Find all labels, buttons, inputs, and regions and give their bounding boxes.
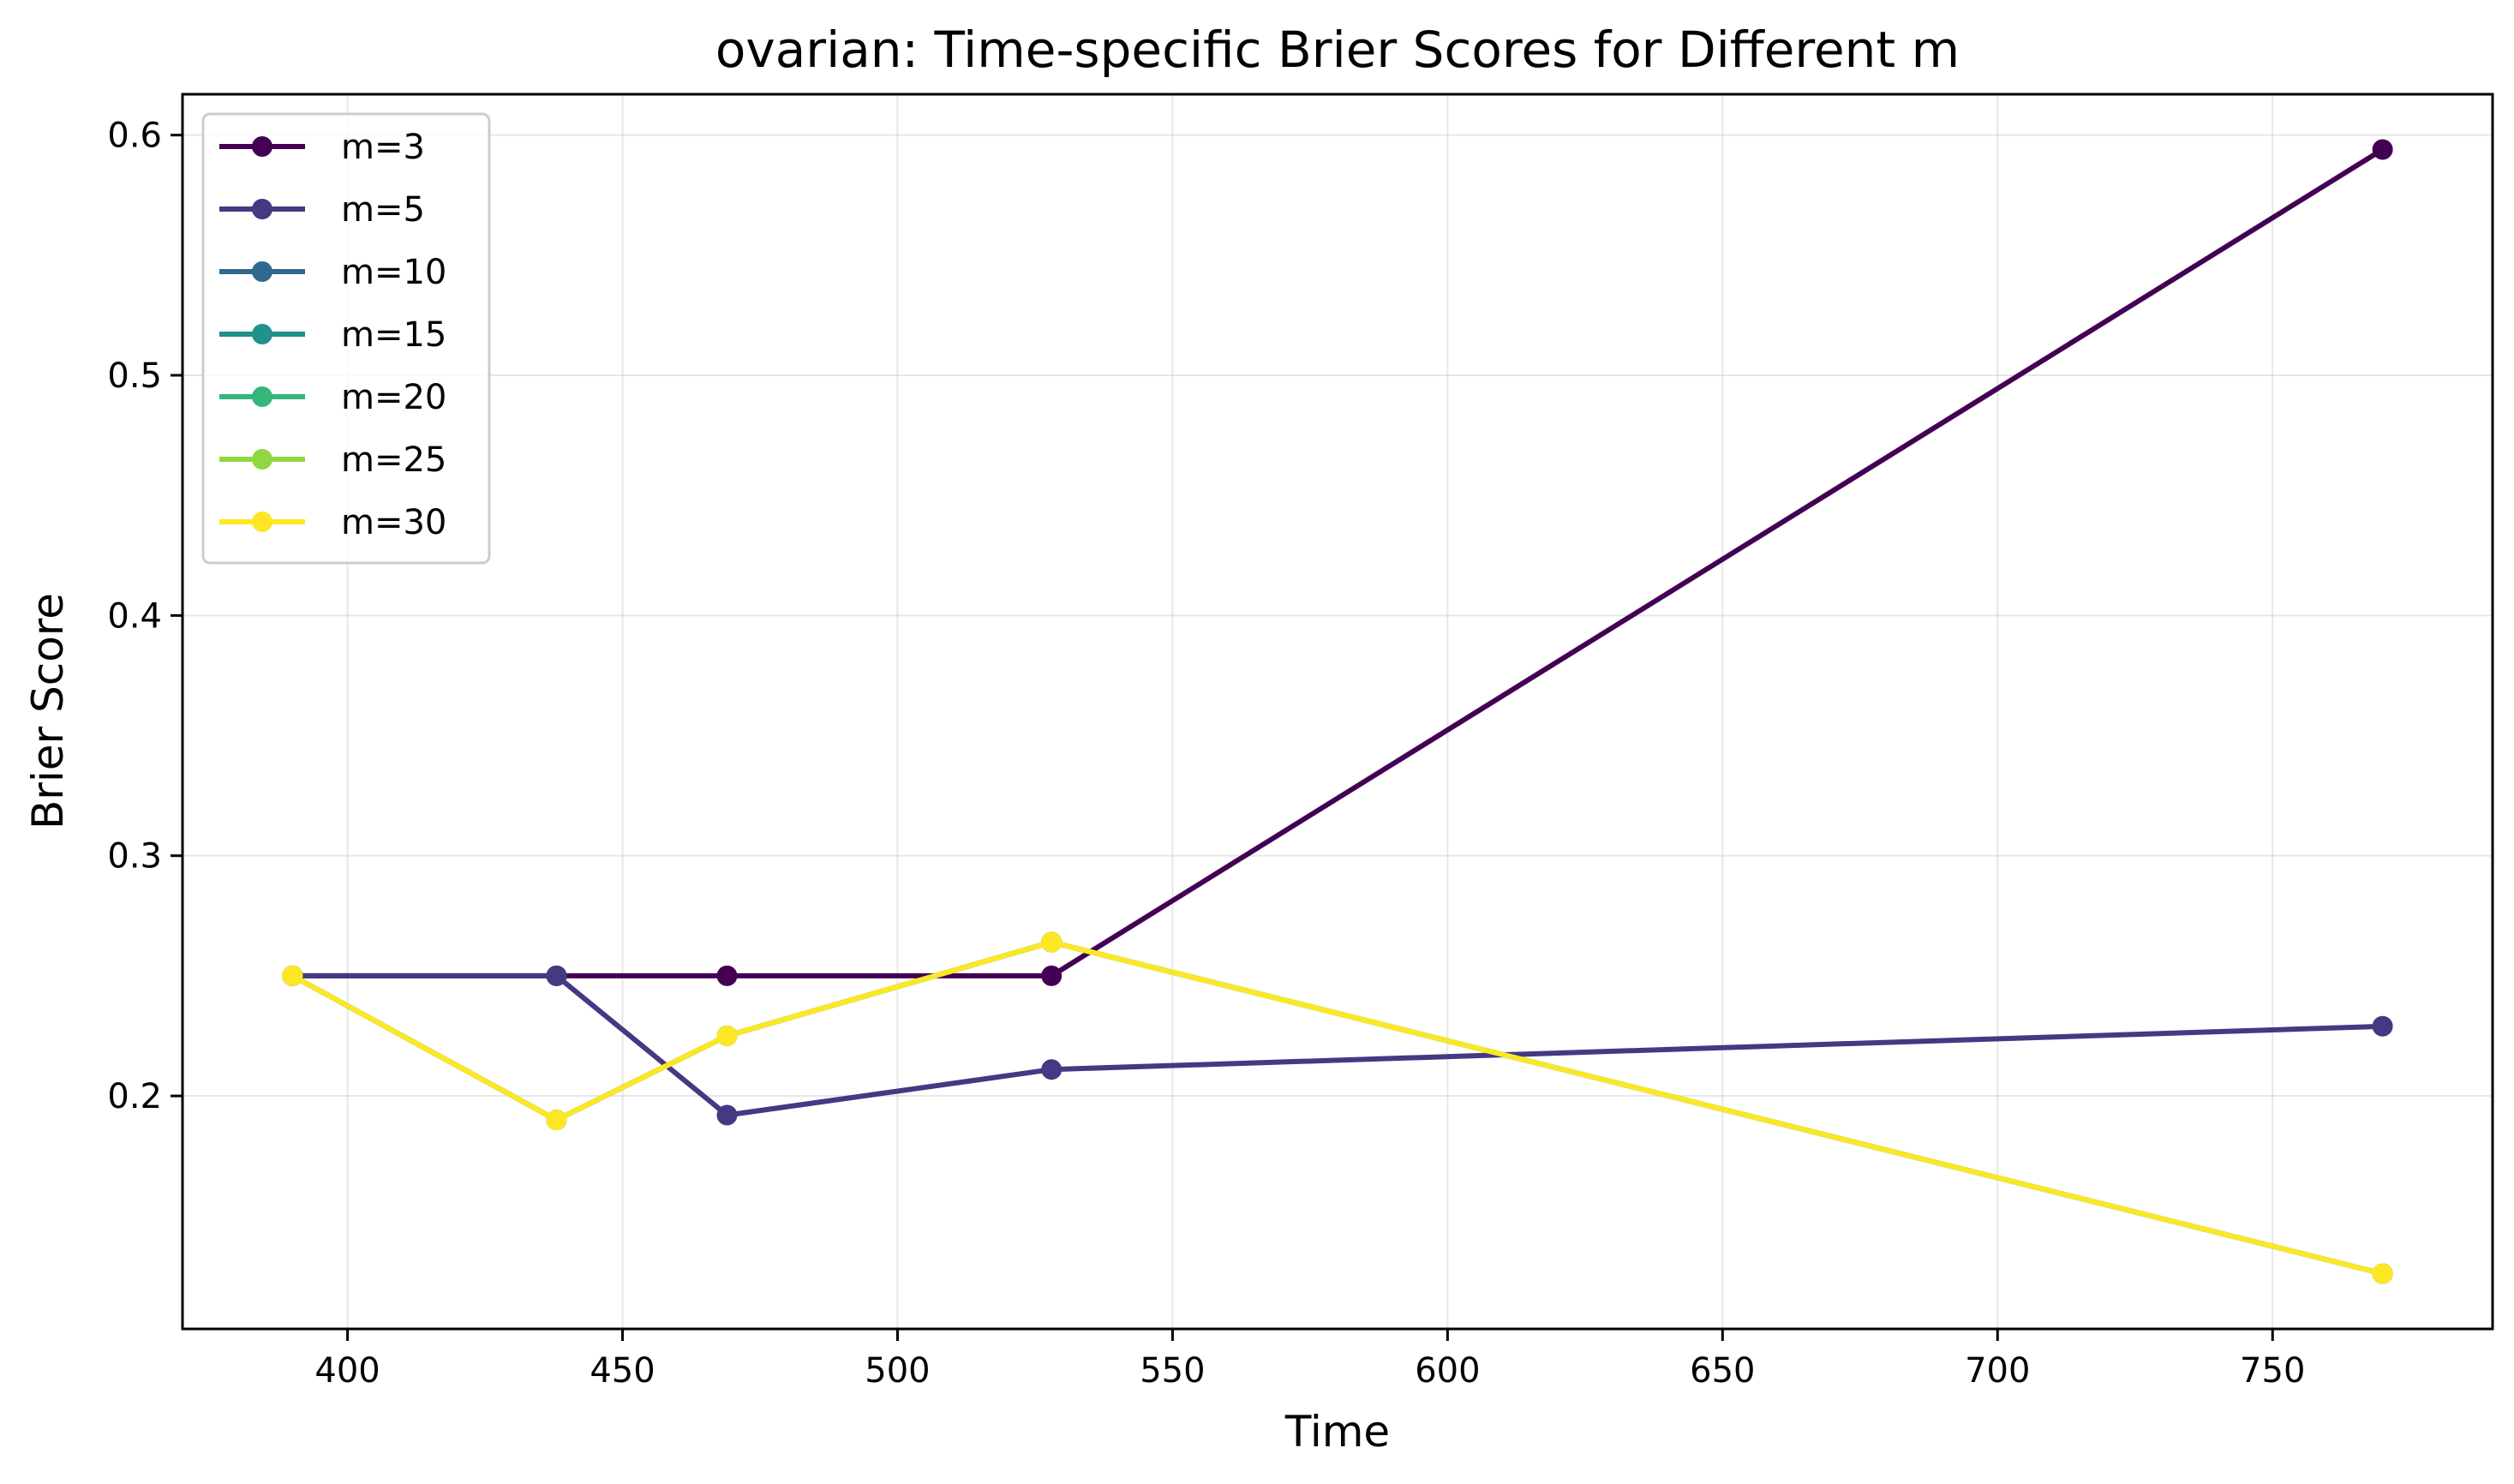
legend-swatch-marker [252, 386, 272, 407]
legend-label: m=30 [341, 503, 446, 542]
legend-item: m=25 [219, 440, 446, 480]
x-tick-label: 550 [1140, 1351, 1205, 1391]
x-tick-label: 600 [1415, 1351, 1480, 1391]
data-point [546, 1110, 567, 1131]
legend-swatch-marker [252, 199, 272, 219]
data-point [2372, 1015, 2393, 1037]
y-tick-label: 0.5 [107, 356, 162, 396]
plot-series [282, 139, 2393, 1284]
legend-item: m=15 [219, 315, 446, 355]
data-point [716, 965, 738, 986]
legend-swatch-marker [252, 136, 272, 157]
chart-title: ovarian: Time-specific Brier Scores for … [715, 21, 1960, 79]
legend-label: m=20 [341, 378, 446, 417]
y-axis-ticks: 0.2 0.3 0.4 0.5 0.6 [107, 117, 183, 1116]
legend-item: m=10 [219, 253, 446, 292]
data-point [1041, 965, 1062, 986]
legend: m=3 m=5 m=10 m=15 m=20 m=25 m=30 [201, 112, 491, 565]
y-tick-label: 0.3 [107, 837, 162, 877]
y-tick-label: 0.4 [107, 596, 162, 636]
legend-swatch-marker [252, 324, 272, 344]
legend-item: m=30 [219, 503, 446, 542]
legend-item: m=3 [219, 128, 425, 167]
legend-item: m=5 [219, 190, 425, 230]
legend-swatch-marker [252, 512, 272, 532]
x-tick-label: 750 [2240, 1351, 2305, 1391]
data-point [2372, 1263, 2393, 1284]
x-tick-label: 500 [865, 1351, 930, 1391]
grid [183, 94, 2493, 1329]
y-axis-label: Brier Score [23, 593, 73, 829]
legend-frame [201, 112, 491, 565]
data-point [716, 1025, 738, 1046]
legend-swatch-marker [252, 449, 272, 470]
data-point [546, 965, 567, 986]
legend-label: m=15 [341, 315, 446, 355]
x-tick-label: 650 [1690, 1351, 1755, 1391]
data-point [282, 965, 303, 986]
legend-label: m=10 [341, 253, 446, 292]
data-point [1041, 931, 1062, 953]
x-axis-ticks: 400 450 500 550 600 650 700 750 [314, 1329, 2305, 1391]
legend-swatch-marker [252, 261, 272, 282]
x-tick-label: 700 [1965, 1351, 2030, 1391]
legend-label: m=5 [341, 190, 425, 230]
data-point [2372, 139, 2393, 160]
series-m-30 [282, 931, 2393, 1284]
x-axis-label: Time [1284, 1407, 1390, 1457]
legend-label: m=3 [341, 128, 425, 167]
y-tick-label: 0.2 [107, 1077, 162, 1116]
x-tick-label: 400 [314, 1351, 380, 1391]
legend-item: m=20 [219, 378, 446, 417]
plot-frame [181, 93, 2494, 1331]
data-point [716, 1104, 738, 1126]
y-tick-label: 0.6 [107, 117, 162, 156]
legend-label: m=25 [341, 440, 446, 480]
x-tick-label: 450 [590, 1351, 655, 1391]
data-point [1041, 1059, 1062, 1080]
